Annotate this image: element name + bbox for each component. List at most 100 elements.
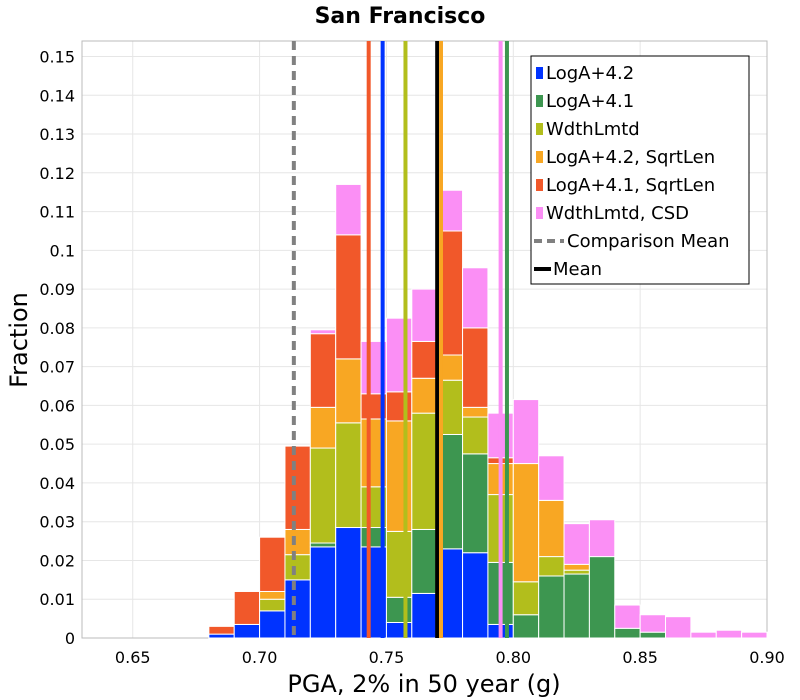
x-tick-label: 0.80 [495, 648, 531, 667]
bar-segment [741, 631, 768, 639]
legend-box [530, 55, 750, 285]
bar-segment [284, 445, 311, 530]
y-tick-label: 0.09 [39, 280, 75, 299]
bar-segment [259, 536, 286, 592]
mean-lines [291, 41, 509, 638]
bar-segment [639, 631, 667, 639]
bar-segment [614, 627, 641, 639]
legend-label: Comparison Mean [567, 231, 730, 252]
y-tick-label: 0.03 [39, 513, 75, 532]
bar-segment [385, 596, 413, 623]
bar-segment [538, 455, 565, 501]
bar-segment [284, 554, 311, 581]
bar-segment [208, 633, 235, 639]
bar-segment [563, 523, 590, 565]
bar-segment [259, 590, 286, 600]
y-tick-label: 0.15 [39, 48, 75, 67]
x-tick-label: 0.70 [242, 648, 278, 667]
bar-segment [309, 447, 337, 544]
legend-label: WdthLmtd [546, 119, 640, 140]
bar-segment [538, 575, 565, 639]
bar-segment [385, 420, 413, 532]
bar-segment [309, 406, 337, 449]
bar-segment [411, 528, 438, 594]
legend-label: Mean [553, 259, 602, 280]
bar-segment [233, 623, 261, 639]
legend-label: LogA+4.2, SqrtLen [546, 147, 715, 168]
bar-segment [462, 406, 489, 418]
x-tick-label: 0.90 [749, 648, 785, 667]
bar-segment [462, 327, 489, 408]
bar-segment [411, 412, 438, 530]
legend-swatch [536, 179, 543, 191]
legend-label: LogA+4.1 [546, 91, 634, 112]
bar-segment [309, 546, 337, 639]
x-tick-label: 0.65 [115, 648, 151, 667]
bar-segment [512, 399, 540, 465]
legend-label: LogA+4.1, SqrtLen [546, 175, 715, 196]
y-tick-label: 0.04 [39, 474, 75, 493]
y-tick-label: 0.13 [39, 125, 75, 144]
bar-segment [259, 598, 286, 612]
bar-segment [335, 527, 362, 639]
bar-segment [512, 463, 540, 583]
bar-segment [233, 590, 261, 625]
bar-segment [715, 629, 743, 639]
bar-segment [411, 377, 438, 414]
legend: LogA+4.2 LogA+4.1 WdthLmtd LogA+4.2, SqrtLe… [530, 55, 750, 285]
chart-title: San Francisco [315, 4, 486, 29]
x-axis-ticks: 0.65 0.70 0.75 0.80 0.85 0.90 [115, 648, 785, 667]
bar-segment [335, 358, 362, 424]
bar-segment [588, 519, 616, 558]
bar-segment [335, 183, 362, 236]
legend-swatch [536, 151, 543, 163]
bar-segment [385, 530, 413, 598]
bar-segment [411, 340, 438, 379]
bar-segment [335, 422, 362, 529]
bar-segment [309, 333, 337, 408]
bar-segment [538, 499, 565, 558]
legend-swatch [536, 123, 543, 135]
bar-segment [284, 579, 311, 639]
bar-segment [462, 552, 489, 639]
x-axis-label: PGA, 2% in 50 year (g) [287, 670, 560, 698]
bar-segment [411, 592, 438, 639]
legend-label: WdthLmtd, CSD [546, 203, 689, 224]
y-tick-label: 0.12 [39, 164, 75, 183]
legend-swatch [536, 95, 543, 107]
bar-segment [512, 581, 540, 616]
x-tick-label: 0.75 [369, 648, 405, 667]
y-tick-label: 0.01 [39, 590, 75, 609]
bar-segment [309, 329, 337, 335]
y-tick-label: 0.06 [39, 396, 75, 415]
y-tick-label: 0.1 [50, 241, 75, 260]
bar-segment [639, 614, 667, 633]
bar-segment [665, 616, 692, 639]
y-tick-label: 0.05 [39, 435, 75, 454]
y-tick-label: 0.07 [39, 358, 75, 377]
bar-segment [208, 625, 235, 635]
bar-segment [563, 573, 590, 639]
bar-segment [385, 317, 413, 393]
y-tick-label: 0.11 [39, 203, 75, 222]
bar-segment [538, 556, 565, 577]
bar-segment [309, 542, 337, 548]
y-tick-label: 0.14 [39, 86, 75, 105]
bar-segment [335, 234, 362, 360]
bar-segment [462, 416, 489, 455]
bar-segment [284, 528, 311, 556]
bar-segment [690, 631, 717, 639]
y-axis-ticks: 0 0.01 0.02 0.03 0.04 0.05 0.06 0.07 0.08 0.09 0.1… [39, 48, 75, 648]
bar-segment [259, 610, 286, 639]
bar-segment [385, 391, 413, 422]
bar-segment [614, 604, 641, 629]
y-axis-label: Fraction [5, 292, 33, 388]
bar-segment [563, 569, 590, 575]
y-tick-label: 0.02 [39, 551, 75, 570]
bar-segment [588, 556, 616, 639]
legend-swatch [536, 207, 543, 219]
legend-label: LogA+4.2 [546, 63, 634, 84]
bar-segment [563, 563, 590, 571]
bar-segment [462, 453, 489, 554]
